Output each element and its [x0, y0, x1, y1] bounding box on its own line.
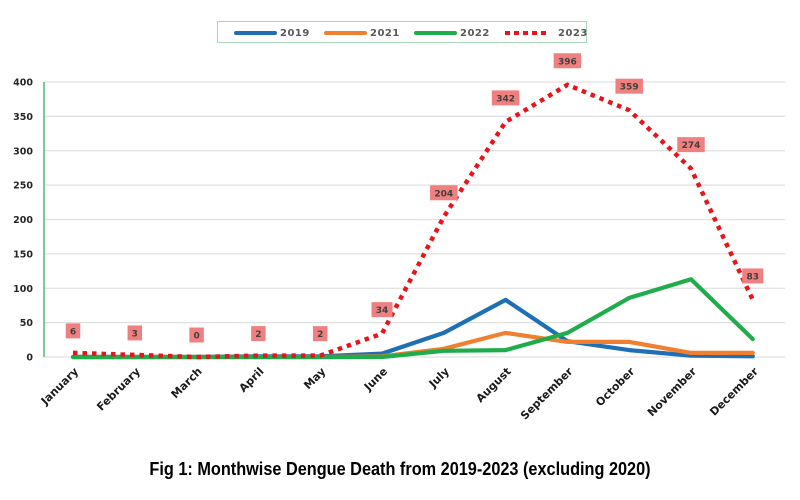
- data-label-text: 2: [255, 330, 261, 340]
- x-tick-label: September: [518, 365, 576, 423]
- data-label-text: 2: [317, 330, 323, 340]
- y-tick-label: 100: [13, 284, 33, 295]
- legend-item-2019: 2019: [234, 25, 310, 41]
- legend-label: 2021: [370, 27, 400, 39]
- x-tick-label: July: [426, 365, 452, 391]
- data-label: 342: [491, 90, 520, 106]
- data-label-bg: [65, 323, 81, 339]
- data-label-text: 34: [376, 306, 389, 316]
- legend-item-2023: 2023: [505, 25, 588, 41]
- data-label-bg: [742, 268, 764, 284]
- y-tick-label: 150: [13, 249, 33, 260]
- x-tick-label: December: [707, 365, 761, 419]
- x-tick-label: October: [593, 365, 638, 410]
- data-label-bg: [491, 90, 520, 106]
- legend-swatch-2021: [324, 31, 367, 35]
- y-axis: 0 50 100 150 200 250 300 350 400: [13, 78, 45, 364]
- x-tick-label: January: [38, 365, 81, 408]
- series-line-2022: [70, 277, 755, 360]
- series-line-2023: [72, 82, 755, 360]
- legend-label: 2023: [558, 27, 588, 39]
- data-label-bg: [127, 325, 143, 341]
- y-tick-label: 250: [13, 181, 33, 192]
- data-label-text: 3: [132, 329, 138, 339]
- data-label-text: 0: [193, 332, 199, 342]
- series-lines: [70, 82, 755, 360]
- data-label: 396: [553, 53, 582, 69]
- data-label-text: 204: [434, 189, 453, 199]
- x-tick-label: August: [474, 365, 514, 405]
- data-label-bg: [553, 53, 582, 69]
- x-tick-label: May: [301, 365, 328, 392]
- data-label: 3: [127, 325, 143, 341]
- y-tick-label: 300: [13, 146, 33, 157]
- data-label-bg: [677, 137, 705, 153]
- legend-swatch-2022: [414, 31, 457, 35]
- data-label: 274: [677, 137, 705, 153]
- data-label-bg: [615, 78, 643, 94]
- figure-caption: Fig 1: Monthwise Dengue Death from 2019-…: [149, 458, 651, 479]
- x-tick-label: February: [94, 365, 143, 414]
- data-label: 359: [615, 78, 643, 94]
- data-label-text: 342: [496, 94, 515, 104]
- data-label: 2: [312, 326, 328, 342]
- data-label-bg: [312, 326, 328, 342]
- y-tick-label: 50: [20, 318, 34, 329]
- data-label: 34: [371, 302, 393, 318]
- data-label-text: 396: [558, 57, 577, 67]
- x-tick-label: June: [361, 365, 390, 394]
- legend-swatch-2023: [505, 31, 548, 35]
- y-tick-label: 200: [13, 215, 33, 226]
- data-label: 0: [189, 327, 204, 343]
- legend: 2019 2021 2022 2023: [217, 21, 587, 43]
- data-label: 204: [430, 185, 458, 201]
- y-tick-label: 0: [26, 353, 33, 364]
- legend-item-2022: 2022: [414, 25, 490, 41]
- data-labels: 6 3 0 2 2 34 204 342 396 359 274 83: [65, 53, 764, 343]
- data-label: 2: [251, 326, 266, 342]
- legend-item-2021: 2021: [324, 25, 400, 41]
- data-label-bg: [251, 326, 266, 342]
- x-tick-label: November: [645, 365, 700, 420]
- gridlines: [44, 81, 785, 358]
- y-tick-label: 400: [13, 78, 33, 89]
- data-label-text: 359: [620, 83, 639, 93]
- x-tick-label: March: [169, 365, 205, 401]
- y-tick-label: 350: [13, 112, 33, 123]
- data-label-bg: [371, 302, 393, 318]
- data-label-text: 6: [70, 327, 76, 337]
- series-line-2019: [70, 297, 755, 360]
- data-label: 6: [65, 323, 81, 339]
- data-label-text: 274: [682, 141, 701, 151]
- data-label-bg: [430, 185, 458, 201]
- legend-swatch-2019: [234, 31, 277, 35]
- legend-label: 2019: [280, 27, 310, 39]
- x-axis: January February March April May June July Augu…: [38, 365, 761, 423]
- x-tick-label: April: [237, 365, 267, 395]
- data-label: 83: [742, 268, 764, 284]
- legend-label: 2022: [460, 27, 490, 39]
- data-label-bg: [189, 327, 204, 343]
- data-label-text: 83: [747, 272, 760, 282]
